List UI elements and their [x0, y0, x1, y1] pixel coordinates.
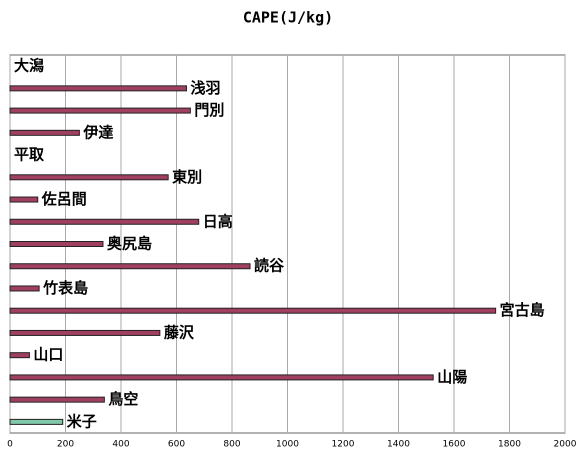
bar	[9, 174, 169, 181]
bar	[9, 129, 80, 136]
bar	[9, 263, 251, 270]
bar	[9, 196, 39, 203]
bar-label: 大潟	[14, 57, 44, 75]
bar-label: 佐呂間	[41, 190, 87, 208]
bar-label: 平取	[14, 146, 45, 164]
bar-label: 宮古島	[500, 301, 545, 319]
x-tick-label: 1200	[332, 440, 355, 450]
x-tick-label: 1800	[498, 440, 521, 450]
bar-label: 山陽	[437, 368, 467, 386]
bar	[9, 374, 434, 381]
bar-label: 門別	[194, 101, 224, 119]
bar	[9, 396, 105, 403]
bar-label: 竹表島	[42, 279, 88, 297]
chart-title: CAPE(J/kg)	[243, 9, 333, 27]
bar-label: 日高	[203, 212, 233, 230]
bar	[9, 107, 191, 114]
bar	[9, 285, 40, 292]
bar	[9, 307, 497, 314]
bar-label: 浅羽	[190, 79, 220, 97]
bar	[9, 418, 64, 425]
bar-label: 鳥空	[108, 390, 138, 408]
bar-label: 米子	[67, 412, 97, 430]
x-tick-label: 400	[112, 440, 129, 450]
x-tick-label: 800	[223, 440, 240, 450]
bar	[9, 352, 30, 359]
bar-label: 伊達	[82, 123, 113, 141]
x-tick-label: 1400	[387, 440, 410, 450]
x-tick-label: 1000	[276, 440, 299, 450]
bar-label: 読谷	[254, 257, 285, 275]
bar-label: 山口	[33, 346, 63, 364]
bar	[9, 218, 200, 225]
bar	[9, 85, 187, 92]
bar-label: 藤沢	[164, 323, 195, 341]
bar-label: 奥尻島	[107, 235, 152, 253]
bar-label: 東別	[172, 168, 202, 186]
bar	[9, 329, 161, 336]
x-tick-label: 200	[57, 440, 74, 450]
bar	[9, 241, 104, 247]
x-tick-label: 600	[168, 440, 185, 450]
x-tick-label: 2000	[554, 440, 577, 450]
x-tick-label: 1600	[443, 440, 466, 450]
x-tick-label: 0	[7, 440, 13, 450]
